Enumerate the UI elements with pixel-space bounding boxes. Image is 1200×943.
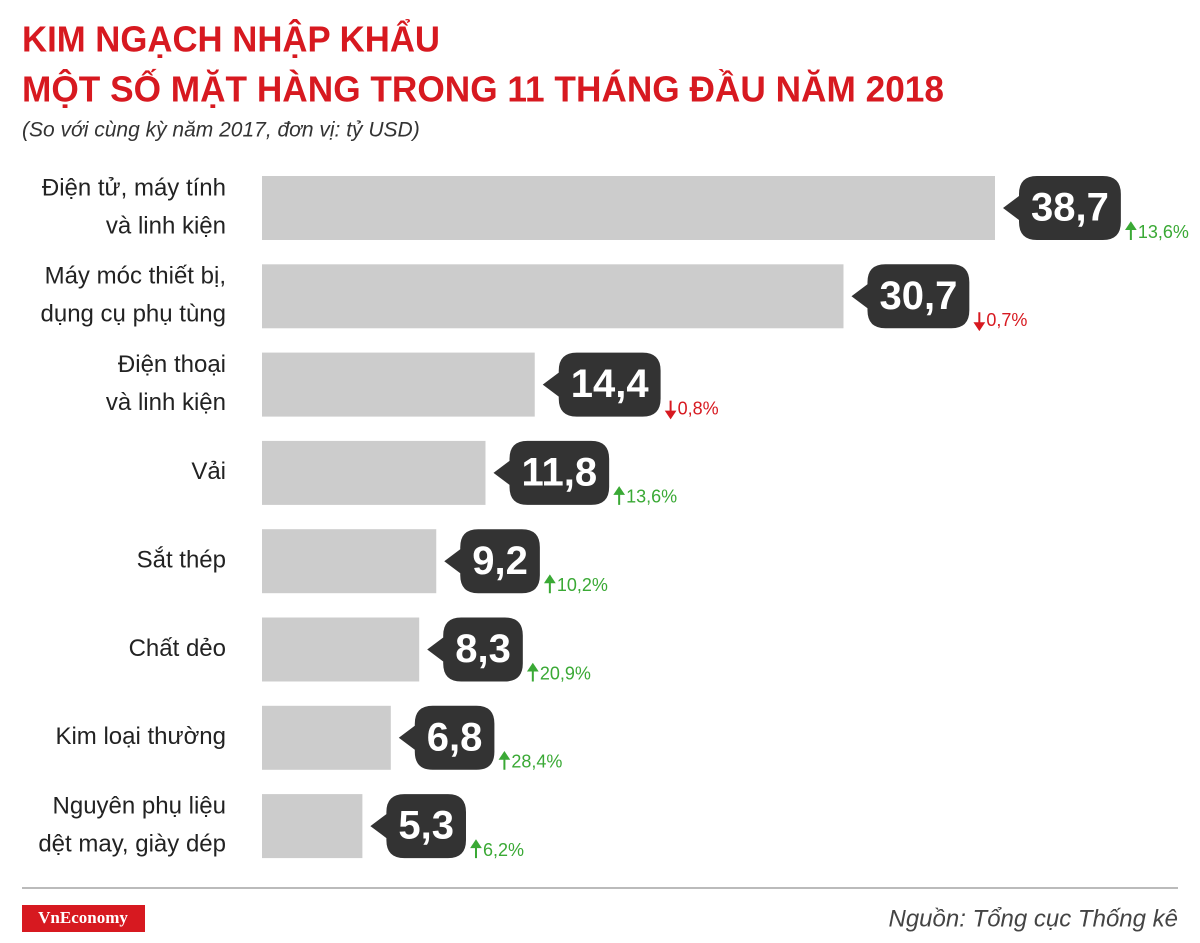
subtitle: (So với cùng kỳ năm 2017, đơn vị: tỷ USD… [22,119,420,142]
category-label: Chất dẻo [129,635,226,662]
change-label: 0,7% [986,310,1027,330]
category-label: dệt may, giày dép [38,830,226,857]
value-label: 14,4 [571,362,650,406]
bar [262,617,420,682]
logo-box [22,905,145,932]
change-arrow [613,486,626,505]
category-label: Kim loại thường [55,723,226,750]
change-arrow [973,312,986,332]
value-bubble [542,352,661,417]
category-label: dụng cụ phụ tùng [41,301,227,328]
change-arrow [543,574,556,594]
bar [262,264,844,329]
source: Nguồn: Tổng cục Thống kê [888,905,1178,932]
change-label: 6,2% [483,840,524,860]
value-label: 11,8 [521,450,597,494]
change-arrow [526,662,539,682]
value-label: 9,2 [472,539,528,583]
change-label: 28,4% [511,752,562,772]
category-label: Điện thoại [118,351,226,378]
change-label: 20,9% [540,663,591,683]
category-label: Điện tử, máy tính [42,174,226,201]
logo: VnEconomy [38,908,128,927]
category-label: và linh kiện [106,212,226,239]
category-label: Máy móc thiết bị, [45,263,226,290]
bar [262,352,535,417]
bar [262,176,995,240]
value-label: 5,3 [398,804,454,848]
change-label: 0,8% [678,398,719,418]
value-bubble [851,264,970,329]
value-bubble [370,794,466,859]
bar [262,794,363,859]
category-label: Nguyên phụ liệu [53,792,226,819]
chart-title: KIM NGẠCH NHẬP KHẨU [22,18,440,60]
bar [262,705,391,770]
change-label: 10,2% [557,575,608,595]
value-label: 8,3 [455,627,511,671]
category-label: Vải [191,458,226,485]
value-label: 30,7 [879,274,957,318]
chart-title: MỘT SỐ MẶT HÀNG TRONG 11 THÁNG ĐẦU NĂM 2… [22,68,944,110]
value-bubble [398,705,495,770]
value-bubble [493,440,610,505]
change-arrow [664,400,677,420]
value-bubble [1003,176,1121,240]
change-label: 13,6% [1138,222,1189,242]
change-arrow [498,750,511,770]
bar [262,440,486,505]
change-label: 13,6% [626,487,677,507]
category-label: và linh kiện [106,389,226,416]
change-arrow [470,839,482,859]
change-arrow [1124,221,1137,240]
bar [262,529,437,594]
value-label: 38,7 [1031,186,1109,230]
value-bubble [427,617,523,682]
category-label: Sắt thép [137,547,226,574]
value-label: 6,8 [427,715,483,759]
value-bubble [444,529,540,594]
